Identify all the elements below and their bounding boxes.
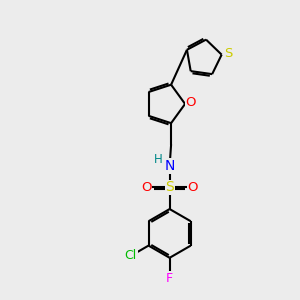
Text: O: O bbox=[141, 181, 152, 194]
Text: S: S bbox=[165, 180, 174, 194]
Text: S: S bbox=[224, 47, 232, 60]
Text: Cl: Cl bbox=[125, 249, 137, 262]
Text: H: H bbox=[154, 153, 163, 166]
Text: F: F bbox=[166, 272, 173, 284]
Text: O: O bbox=[188, 181, 198, 194]
Text: O: O bbox=[185, 96, 196, 109]
Text: N: N bbox=[164, 159, 175, 173]
